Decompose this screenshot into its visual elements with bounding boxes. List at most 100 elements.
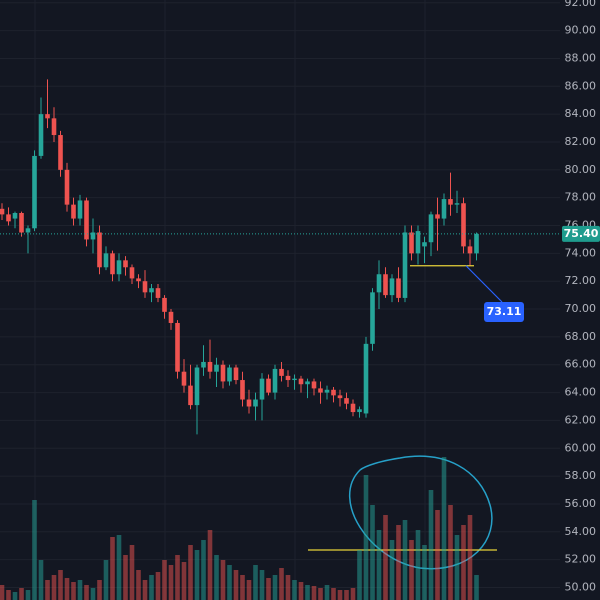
candle-body [77, 200, 83, 219]
volume-bar [474, 575, 479, 600]
candle-body [129, 267, 135, 279]
candle-body [194, 367, 200, 406]
candle-body [253, 399, 258, 407]
y-tick-label: 52.00 [565, 553, 597, 566]
drawn-circle [348, 455, 493, 570]
volume-bar [201, 540, 206, 600]
candle-body [175, 322, 180, 372]
volume-bar [324, 585, 330, 600]
level-pointer [465, 265, 503, 303]
candle-body [396, 278, 401, 298]
candle-body [84, 200, 89, 240]
volume-bar [448, 505, 453, 600]
candle-body [90, 232, 96, 240]
candle-body [201, 361, 206, 368]
volume-bar [168, 565, 174, 600]
candle-body [71, 204, 76, 219]
level-box [484, 302, 524, 322]
volume-bar [136, 570, 141, 600]
candle-body [357, 409, 362, 413]
volume-bar [415, 530, 421, 600]
grid [0, 0, 560, 600]
volume-bar [435, 510, 440, 600]
candle-body [448, 199, 453, 205]
volume-bar [467, 515, 473, 600]
volume-bar [227, 565, 232, 600]
volume-bar [344, 590, 349, 600]
candle-body [337, 395, 343, 399]
volume-bar [383, 515, 388, 600]
candle-body [298, 378, 304, 385]
candle-body [233, 367, 239, 381]
volume-bar [188, 545, 193, 600]
y-tick-label: 84.00 [565, 107, 597, 120]
candle-body [422, 242, 427, 247]
volume-bar [454, 535, 460, 600]
y-tick-label: 64.00 [565, 386, 597, 399]
volume-bar [123, 555, 128, 600]
y-tick-label: 68.00 [565, 330, 597, 343]
volume-bar [220, 560, 226, 600]
volume-bar [285, 575, 291, 600]
candle-body [110, 253, 115, 275]
volume-bar [292, 580, 297, 600]
volume-bar [181, 562, 187, 600]
y-tick-label: 72.00 [565, 274, 597, 287]
candle-body [279, 368, 284, 376]
y-tick-label: 88.00 [565, 51, 597, 64]
candle-body [116, 260, 122, 275]
y-tick-label: 92.00 [565, 0, 597, 9]
candle-body [214, 364, 219, 372]
candle-body [58, 135, 63, 170]
volume-bar [25, 590, 31, 600]
y-tick-label: 78.00 [565, 191, 597, 204]
candle-body [389, 278, 395, 296]
candle-body [428, 214, 434, 243]
candle-body [97, 232, 102, 268]
candle-body [350, 403, 356, 413]
volume-bar [279, 568, 284, 600]
volume-bar [266, 578, 271, 600]
candle-body [227, 367, 232, 382]
last-price-box [562, 225, 600, 242]
candle-body [25, 228, 31, 233]
volume-bar [64, 578, 70, 600]
candle-body [155, 288, 161, 298]
candle-body [402, 232, 408, 298]
candle-body [331, 389, 336, 396]
y-tick-label: 82.00 [565, 135, 597, 148]
y-tick-label: 56.00 [565, 497, 597, 510]
y-tick-label: 74.00 [565, 246, 597, 259]
volume-bar [58, 570, 63, 600]
candle-body [6, 214, 11, 222]
volume-bar [149, 575, 154, 600]
volume-bar [90, 588, 96, 600]
y-tick-label: 62.00 [565, 413, 597, 426]
volume-bar [376, 530, 382, 600]
candle-body [292, 378, 297, 381]
candle-body [318, 388, 323, 393]
volume-bar [305, 585, 310, 600]
candle-body [415, 231, 421, 254]
y-tick-label: 66.00 [565, 358, 597, 371]
volume-bar [32, 500, 37, 600]
candle-body [272, 368, 278, 393]
volume-bar [363, 475, 369, 600]
y-tick-label: 58.00 [565, 469, 597, 482]
candle-body [168, 311, 174, 323]
volume-bar [240, 575, 245, 600]
y-tick-label: 86.00 [565, 79, 597, 92]
volume-bar [214, 555, 219, 600]
volume-bar [409, 540, 414, 600]
volume-bar [71, 582, 76, 600]
volume-bar [6, 590, 11, 600]
volume-bar [142, 580, 148, 600]
volume-bar [246, 580, 252, 600]
volume-bar [422, 545, 427, 600]
candle-body [136, 278, 141, 282]
candle-body [285, 375, 291, 381]
candle-body [0, 208, 5, 215]
volume-bar [194, 550, 200, 600]
volume-bar [45, 580, 50, 600]
volume-bar [396, 525, 401, 600]
